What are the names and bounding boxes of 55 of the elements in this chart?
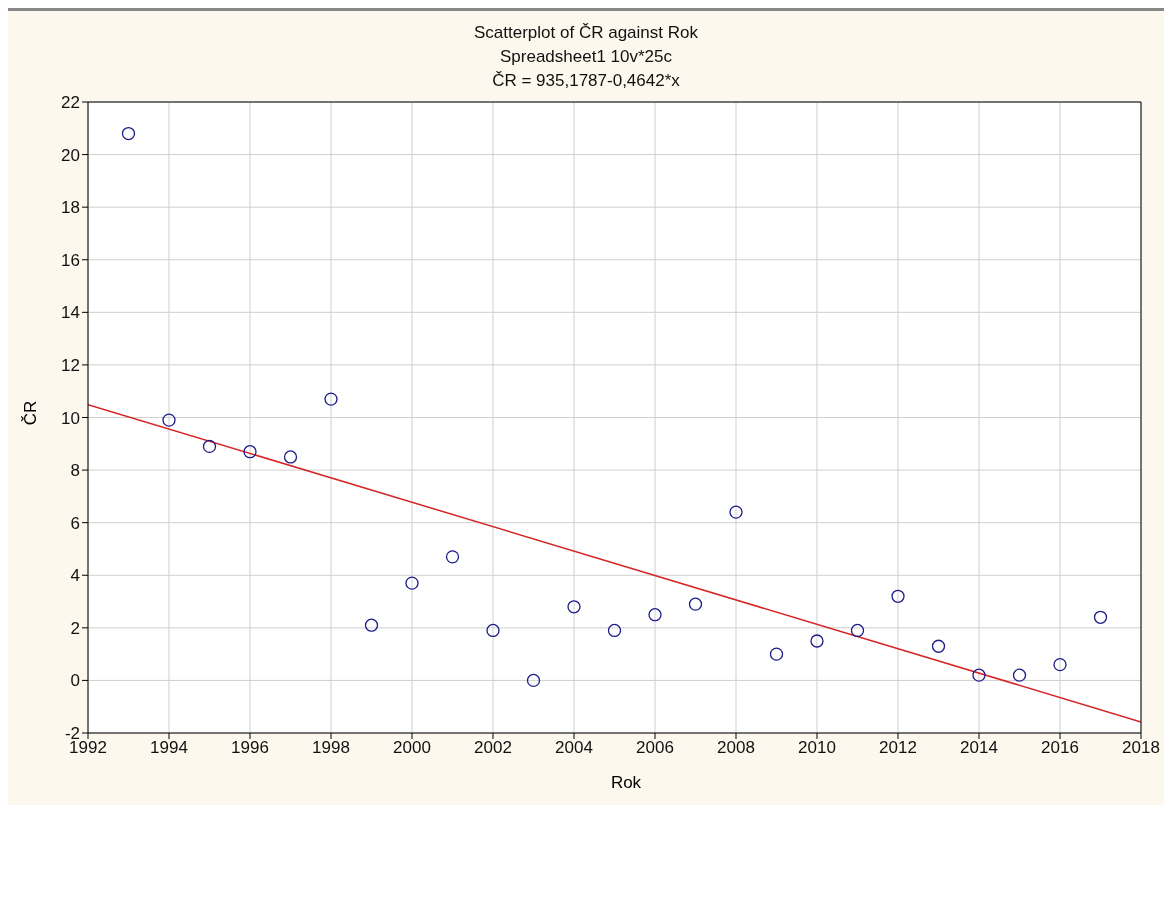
y-tick-label: 22 xyxy=(61,93,80,113)
x-tick-label: 1996 xyxy=(231,738,269,758)
x-tick-label: 2000 xyxy=(393,738,431,758)
point xyxy=(1012,668,1027,682)
x-tick-label: 1994 xyxy=(150,738,188,758)
x-tick-label: 2012 xyxy=(879,738,917,758)
y-tick-label: 4 xyxy=(70,566,80,586)
x-tick-label: 2014 xyxy=(960,738,998,758)
point xyxy=(162,413,176,427)
x-tick-label: 2002 xyxy=(474,738,512,758)
point xyxy=(850,623,865,638)
point xyxy=(283,450,298,464)
x-axis-title: Rok xyxy=(609,773,643,794)
point xyxy=(931,639,946,653)
point xyxy=(526,673,541,688)
y-tick-label: 8 xyxy=(70,461,80,481)
text: ČR = 935,1787-0,4642*x xyxy=(491,70,681,92)
x-tick-label: 2010 xyxy=(798,738,836,758)
point xyxy=(688,597,703,611)
x-tick-label: 2004 xyxy=(555,738,593,758)
point xyxy=(405,576,419,590)
y-tick-label: 20 xyxy=(61,145,80,165)
point xyxy=(607,623,622,638)
x-tick-label: 2008 xyxy=(717,738,755,758)
point xyxy=(445,550,460,564)
point xyxy=(324,392,338,406)
point xyxy=(769,647,784,661)
point xyxy=(648,608,662,622)
x-tick-label: 2018 xyxy=(1122,738,1160,758)
y-tick-label: 16 xyxy=(61,250,80,270)
point xyxy=(972,668,986,682)
point xyxy=(364,618,379,632)
point xyxy=(202,439,217,454)
y-tick-label: 10 xyxy=(61,408,80,428)
x-tick-label: 2006 xyxy=(636,738,674,758)
point xyxy=(243,445,257,459)
point xyxy=(1053,657,1067,672)
x-tick-label: 1998 xyxy=(312,738,350,758)
x-tick-label: 2016 xyxy=(1041,738,1079,758)
point xyxy=(729,505,743,519)
y-tick-label: 18 xyxy=(61,198,80,218)
y-axis-title: ČR xyxy=(21,399,41,428)
chart-subtitle: Spreadsheet1 10v*25c xyxy=(499,46,673,68)
y-tick-label: 12 xyxy=(61,355,80,375)
point xyxy=(891,589,905,603)
point xyxy=(810,634,824,648)
point xyxy=(1093,610,1108,624)
point xyxy=(121,126,136,141)
point xyxy=(486,623,500,638)
y-tick-label: 0 xyxy=(70,671,80,691)
y-tick-label: 2 xyxy=(70,618,80,638)
y-tick-label: 6 xyxy=(70,513,80,533)
chart-title: Scatterplot of ČR against Rok xyxy=(473,22,699,44)
point xyxy=(567,600,581,614)
y-tick-label: 14 xyxy=(61,303,80,323)
